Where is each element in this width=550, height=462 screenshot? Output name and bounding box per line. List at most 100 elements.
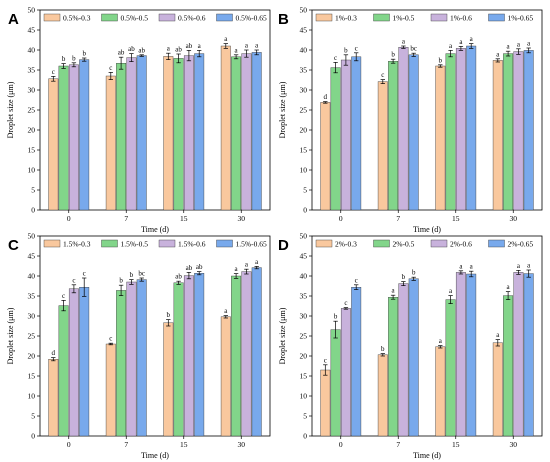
legend-label: 2%-0.6 [450,240,472,249]
y-tick-label: 30 [300,86,308,95]
legend-swatch [373,13,390,22]
bar [513,51,524,211]
bar [136,279,147,437]
bar [48,359,59,437]
legend-label: 1%-0.65 [508,14,534,23]
bar [523,50,534,211]
bar [58,65,69,211]
significance-label: b [391,51,395,59]
y-tick-label: 10 [28,392,36,401]
legend-label: 2%-0.5 [393,240,415,249]
legend-label: 0.5%-0.6 [178,14,206,23]
legend-swatch [488,13,505,22]
significance-label: c [62,292,65,300]
significance-label: a [245,261,249,269]
bar [68,64,79,211]
y-tick-label: 45 [28,252,36,261]
significance-label: b [62,55,66,63]
y-tick-label: 35 [300,66,308,75]
y-tick-label: 10 [300,392,308,401]
significance-label: ab [186,264,193,272]
significance-label: b [439,56,443,64]
bar [79,287,90,437]
x-tick-label: 30 [238,440,246,449]
y-tick-label: 35 [28,66,36,75]
x-tick-label: 0 [339,214,343,223]
bar [445,53,456,211]
significance-label: a [470,35,474,43]
bar [183,275,194,437]
panel-letter: C [8,237,19,254]
bar [79,59,90,211]
legend-swatch [216,239,233,248]
significance-label: c [344,299,347,307]
legend-swatch [216,13,233,22]
x-tick-label: 30 [510,440,518,449]
y-tick-label: 35 [28,292,36,301]
significance-label: a [392,287,396,295]
bar [351,287,362,437]
x-tick-label: 15 [180,214,188,223]
significance-label: c [355,276,358,284]
legend-swatch [158,239,176,248]
bar [136,55,147,211]
significance-label: a [198,42,202,50]
significance-label: b [82,50,86,58]
bar [466,45,477,211]
y-axis-title: Droplet size (μm) [278,307,287,364]
significance-label: a [517,40,521,48]
significance-label: bc [138,270,145,278]
bar [388,61,399,211]
significance-label: c [109,64,112,72]
legend-swatch [373,239,390,248]
bar [241,271,252,437]
significance-label: a [449,42,453,50]
bar [503,53,514,211]
bar [194,273,205,437]
bar [116,290,127,437]
panel-letter: B [278,11,289,28]
bar [445,299,456,437]
x-tick-label: 7 [396,214,400,223]
y-tick-label: 15 [28,146,36,155]
bar [492,60,503,211]
y-tick-label: 50 [300,6,308,15]
y-tick-label: 30 [28,86,36,95]
bar [173,58,184,211]
x-tick-label: 30 [510,214,518,223]
x-axis-title: Time (d) [141,451,169,460]
y-tick-label: 40 [28,46,36,55]
significance-label: c [109,335,112,343]
legend-swatch [488,239,505,248]
bar [340,59,351,211]
significance-label: a [507,43,511,51]
significance-label: a [167,45,171,53]
bar [435,65,446,211]
legend-label: 0.5%-0.3 [63,14,91,23]
y-tick-label: 15 [28,372,36,381]
x-tick-label: 7 [124,214,128,223]
legend-swatch [315,13,333,22]
bar [320,369,331,437]
chart-panel-a: A 0 5 10 15 20 25 30 35 40 45 50 Droplet size (μm) Ti… [6,6,271,234]
bar [163,56,174,211]
legend-label: 1.5%-0.65 [236,240,267,249]
significance-label: ab [196,263,203,271]
significance-label: ab [186,42,193,50]
legend-label: 1.5%-0.3 [63,240,91,249]
y-tick-label: 50 [300,232,308,241]
legend-label: 1%-0.6 [450,14,472,23]
x-tick-label: 15 [452,214,460,223]
chart-panel-b: B 0 5 10 15 20 25 30 35 40 45 50 Droplet size (μm) Ti… [278,6,543,234]
bar [241,53,252,211]
x-axis-title: Time (d) [413,225,441,234]
significance-label: bc [410,45,417,53]
y-axis-title: Droplet size (μm) [6,81,15,138]
legend-swatch [43,13,61,22]
significance-label: a [245,42,249,50]
y-tick-label: 0 [31,432,35,441]
significance-label: b [402,273,406,281]
bar [408,278,419,437]
bar [513,272,524,437]
y-tick-label: 0 [303,432,307,441]
